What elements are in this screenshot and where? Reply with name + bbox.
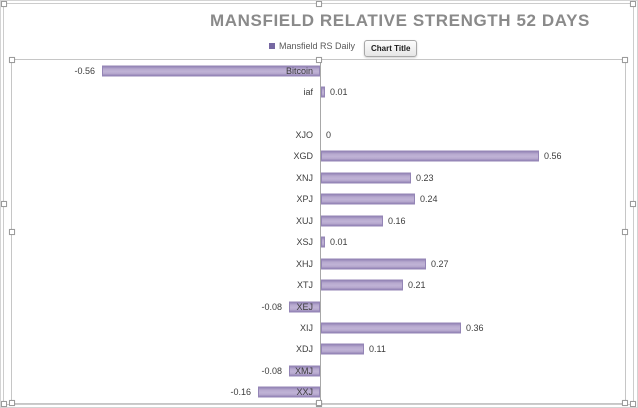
bar-xdj[interactable] [321, 343, 364, 355]
data-label: 0.01 [330, 237, 348, 248]
data-label: 0.11 [369, 344, 386, 355]
legend-marker-icon [268, 43, 275, 49]
data-label: 0.23 [416, 172, 434, 183]
resize-handle-bottom-right[interactable] [630, 401, 636, 407]
category-label: XHJ [295, 258, 313, 269]
bar-xtj[interactable] [321, 279, 403, 291]
bar-xhj[interactable] [321, 258, 426, 270]
data-label: 0.01 [330, 87, 348, 98]
bar-xnj[interactable] [321, 172, 411, 184]
category-label: XNJ [295, 172, 313, 183]
category-label: XDJ [295, 344, 313, 355]
resize-handle-bottom-left[interactable] [1, 401, 7, 407]
chart-row: XXJ -0.16 [12, 382, 625, 403]
chart-row: XHJ 0.27 [12, 253, 625, 274]
category-label: XTJ [296, 280, 313, 291]
bar-xxj[interactable] [258, 386, 320, 398]
chart-row: XIJ 0.36 [12, 317, 625, 338]
plot-handle-top-center[interactable] [315, 57, 322, 63]
data-label: 0 [326, 130, 332, 141]
plot-handle-top-right[interactable] [622, 57, 628, 63]
data-label: 0.56 [544, 151, 562, 162]
plot-handle-bottom-center[interactable] [315, 400, 322, 406]
category-label: XXJ [296, 387, 313, 398]
category-label: XJO [295, 130, 313, 141]
chart-row: XTJ 0.21 [12, 274, 625, 295]
category-label: XUJ [295, 215, 313, 226]
data-label: -0.56 [74, 65, 95, 76]
data-label: -0.08 [261, 365, 282, 376]
chart-row: XDJ 0.11 [12, 339, 625, 360]
category-label: XSJ [296, 237, 313, 248]
category-axis-line [320, 60, 321, 403]
plot-handle-bottom-right[interactable] [622, 400, 628, 406]
chart-row: iaf 0.01 [12, 81, 625, 102]
category-label: XIJ [299, 322, 313, 333]
bar-iaf[interactable] [321, 86, 325, 98]
chart-row [12, 103, 625, 124]
bar-xgd[interactable] [321, 150, 539, 162]
bar-xsj[interactable] [321, 236, 325, 248]
chart-row: Bitcoin -0.56 [12, 60, 625, 81]
category-label: XPJ [296, 194, 313, 205]
plot-handle-top-left[interactable] [9, 57, 15, 63]
bar-bitcoin[interactable] [102, 65, 320, 77]
category-label: XGD [293, 151, 313, 162]
category-label: iaf [303, 87, 313, 98]
chart-row: XEJ -0.08 [12, 296, 625, 317]
chart-row: XPJ 0.24 [12, 189, 625, 210]
chart-title[interactable]: MANSFIELD RELATIVE STRENGTH 52 DAYS [210, 11, 590, 30]
chart-row: XJO 0 [12, 124, 625, 145]
bar-xmj[interactable] [289, 365, 320, 377]
resize-handle-top-center[interactable] [315, 1, 322, 7]
chart-title-tooltip: Chart Title [364, 40, 418, 57]
chart-row: XNJ 0.23 [12, 167, 625, 188]
bar-rows: Bitcoin -0.56 iaf 0.01 XJO 0 XGD 0.56 XNJ 0.23 XPJ… [12, 60, 625, 403]
bar-xpj[interactable] [321, 193, 415, 205]
data-label: -0.08 [261, 301, 282, 312]
data-label: 0.21 [408, 280, 426, 291]
data-label: 0.16 [388, 215, 406, 226]
resize-handle-mid-left[interactable] [1, 201, 7, 207]
data-label: 0.27 [431, 258, 449, 269]
category-label: XMJ [295, 365, 313, 376]
bar-xuj[interactable] [321, 215, 383, 227]
chart-row: XUJ 0.16 [12, 210, 625, 231]
resize-handle-mid-right[interactable] [630, 201, 636, 207]
legend-entry[interactable]: Mansfield RS Daily [268, 41, 356, 51]
bar-xij[interactable] [321, 322, 461, 334]
legend: Mansfield RS Daily [1, 41, 637, 51]
plot-handle-mid-right[interactable] [622, 228, 628, 235]
legend-label: Mansfield RS Daily [278, 41, 356, 51]
resize-handle-top-right[interactable] [630, 1, 636, 7]
plot-area[interactable]: Bitcoin -0.56 iaf 0.01 XJO 0 XGD 0.56 XNJ 0.23 XPJ… [9, 57, 628, 406]
plot-handle-mid-left[interactable] [9, 228, 15, 235]
data-label: -0.16 [230, 387, 251, 398]
data-label: 0.24 [420, 194, 438, 205]
chart-row: XMJ -0.08 [12, 360, 625, 381]
bar-xej[interactable] [289, 301, 320, 313]
chart-row: XSJ 0.01 [12, 232, 625, 253]
chart-row: XGD 0.56 [12, 146, 625, 167]
resize-handle-top-left[interactable] [1, 1, 7, 7]
category-label: XEJ [296, 301, 313, 312]
category-label: Bitcoin [285, 65, 313, 76]
plot-handle-bottom-left[interactable] [9, 400, 15, 406]
data-label: 0.36 [466, 322, 484, 333]
